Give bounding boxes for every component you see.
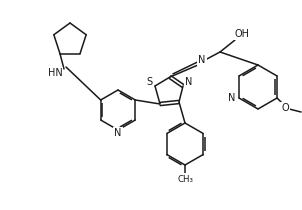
Text: N: N <box>198 55 206 65</box>
Text: N: N <box>114 128 122 138</box>
Text: N: N <box>185 77 193 87</box>
Text: S: S <box>146 77 152 87</box>
Text: HN: HN <box>48 68 63 78</box>
Text: OH: OH <box>234 29 249 39</box>
Text: O: O <box>281 103 289 113</box>
Text: CH₃: CH₃ <box>177 175 193 184</box>
Text: N: N <box>228 93 235 103</box>
